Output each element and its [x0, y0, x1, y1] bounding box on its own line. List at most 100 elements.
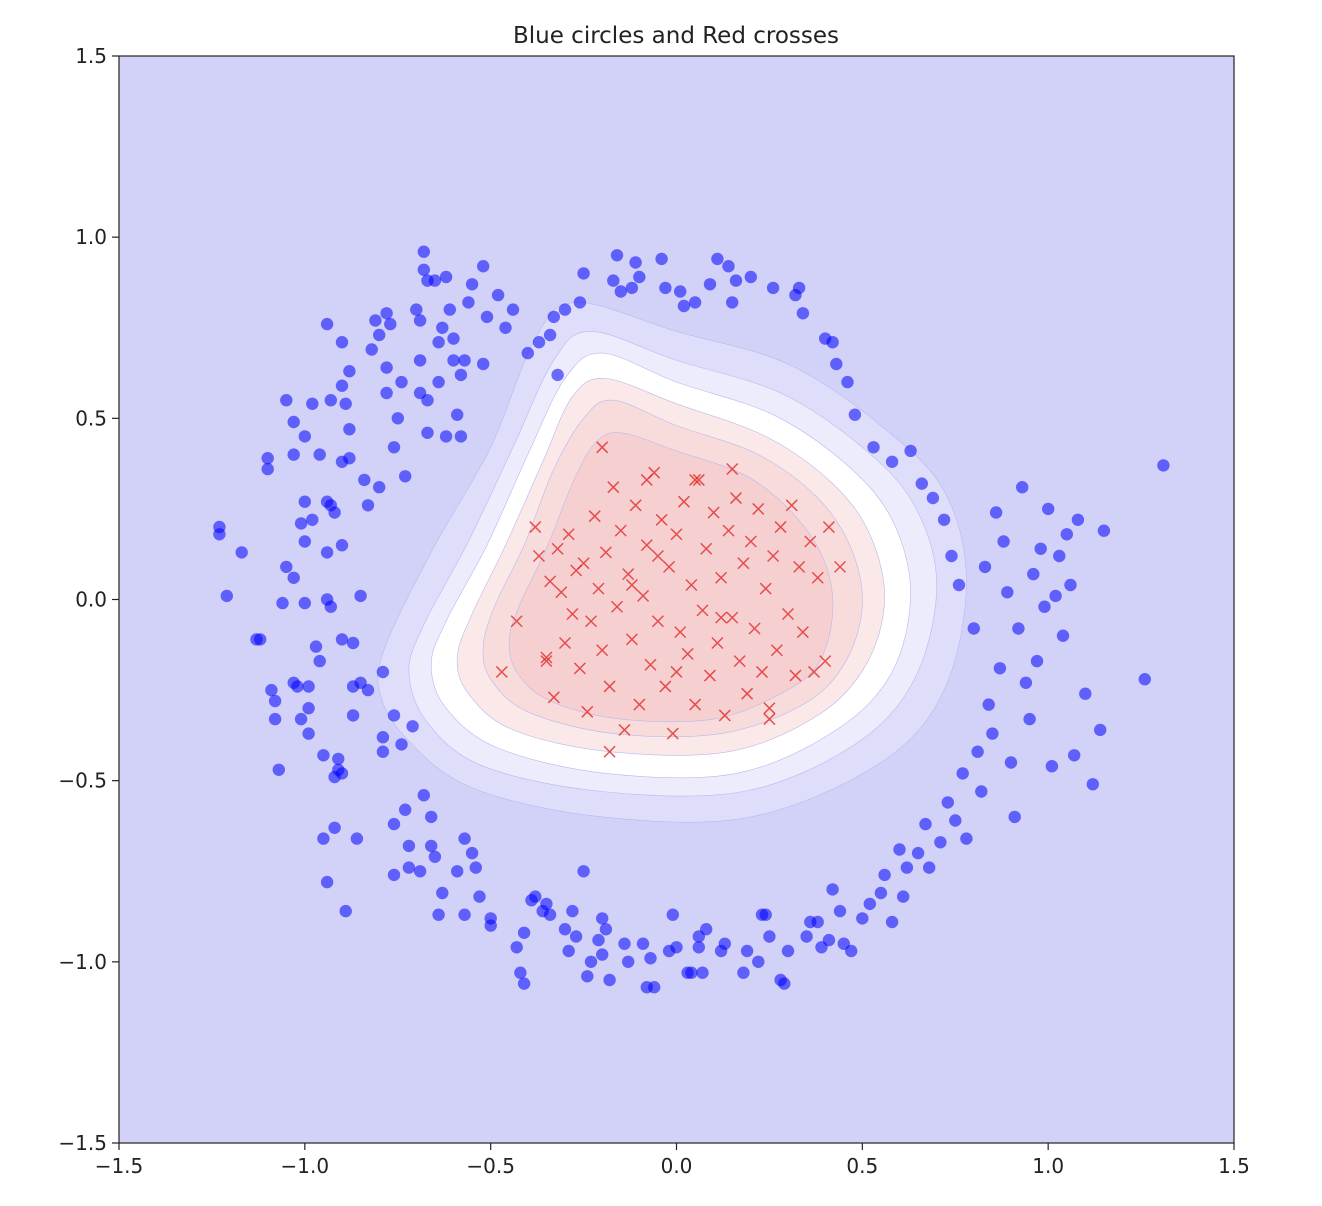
red-cross-point: [603, 680, 616, 693]
contour-red-3: [508, 432, 834, 723]
y-axis: −1.5 −1.0 −0.5 0.0 0.5 1.0 1.5: [58, 44, 119, 1155]
blue-circle-point: [387, 817, 401, 831]
red-cross-point: [733, 655, 746, 668]
blue-circle-point: [1064, 578, 1077, 592]
blue-circle-point: [826, 883, 839, 896]
blue-circle-point: [648, 981, 661, 994]
blue-circle-point: [220, 589, 233, 603]
blue-circle-point: [410, 303, 423, 316]
red-cross-point: [655, 513, 668, 526]
blue-circle-point: [298, 535, 311, 548]
blue-circle-point: [618, 937, 631, 950]
blue-circle-point: [863, 897, 876, 911]
blue-circle-point: [1001, 586, 1014, 599]
blue-circle-point: [547, 310, 560, 324]
blue-circle-point: [941, 796, 954, 809]
blue-circle-point: [603, 973, 616, 987]
red-cross-point: [834, 560, 847, 573]
red-cross-point: [555, 586, 568, 599]
blue-circle-point: [287, 448, 300, 461]
blue-circle-point: [718, 937, 731, 950]
blue-circle-point: [380, 361, 393, 374]
blue-circle-point: [949, 814, 962, 827]
red-cross-point: [741, 687, 754, 700]
blue-circle-point: [792, 281, 806, 295]
blue-circle-point: [335, 767, 349, 780]
blue-circle-point: [506, 303, 520, 316]
blue-circle-point: [499, 321, 512, 334]
blue-circle-point: [343, 452, 356, 465]
blue-circle-point: [376, 731, 390, 744]
blue-circle-point: [510, 941, 523, 954]
blue-circle-point: [346, 709, 360, 722]
blue-circle-point: [417, 245, 430, 258]
red-cross-point: [558, 636, 572, 650]
blue-circle-point: [298, 596, 311, 610]
blue-circles-series: [213, 245, 1170, 994]
red-cross-point: [722, 524, 735, 537]
blue-circle-point: [826, 336, 839, 349]
blue-circle-point: [666, 908, 679, 921]
red-cross-point: [547, 691, 560, 704]
blue-circle-point: [439, 430, 453, 443]
blue-circle-point: [391, 412, 404, 425]
x-tick-label: −1.0: [281, 1154, 330, 1178]
red-cross-point: [584, 615, 598, 628]
blue-circle-point: [1049, 589, 1062, 603]
blue-circle-point: [1157, 459, 1170, 472]
blue-circle-point: [1034, 542, 1047, 555]
blue-circle-point: [740, 944, 754, 958]
red-cross-point: [625, 578, 638, 592]
blue-circle-point: [655, 252, 668, 266]
blue-circle-point: [280, 560, 293, 574]
red-cross-point: [544, 575, 557, 588]
red-cross-point: [640, 473, 653, 486]
red-cross-point: [640, 539, 653, 552]
blue-circle-point: [900, 861, 914, 874]
red-cross-point: [540, 651, 553, 664]
red-cross-point: [715, 571, 728, 584]
x-tick-label: 1.0: [1032, 1154, 1064, 1178]
red-cross-point: [763, 713, 776, 726]
blue-circle-point: [573, 296, 587, 309]
blue-circle-point: [967, 622, 980, 635]
blue-circle-point: [945, 549, 958, 563]
blue-circle-point: [477, 357, 490, 371]
blue-circle-point: [744, 270, 757, 284]
red-cross-point: [793, 560, 806, 573]
red-cross-point: [729, 492, 742, 505]
red-cross-point: [659, 680, 672, 693]
red-cross-point: [581, 705, 594, 718]
blue-circle-point: [298, 495, 311, 508]
blue-circle-point: [395, 375, 408, 389]
blue-circle-point: [421, 426, 434, 439]
blue-circle-point: [551, 368, 564, 382]
blue-circle-point: [878, 868, 891, 882]
blue-circle-point: [302, 727, 315, 740]
red-cross-point: [633, 698, 646, 711]
red-cross-point: [763, 702, 776, 715]
red-cross-point: [677, 495, 690, 508]
blue-circle-point: [458, 832, 471, 845]
blue-circle-point: [517, 926, 531, 939]
blue-circle-point: [432, 375, 445, 389]
blue-circle-point: [885, 915, 899, 929]
blue-circle-point: [436, 886, 449, 900]
blue-circle-point: [543, 908, 557, 921]
red-cross-point: [781, 607, 795, 621]
blue-circle-point: [454, 368, 468, 382]
red-cross-point: [566, 607, 579, 621]
blue-circle-point: [610, 249, 624, 262]
blue-circle-point: [845, 944, 858, 958]
blue-circle-point: [811, 915, 824, 929]
red-cross-point: [637, 589, 650, 602]
blue-circle-point: [596, 948, 609, 961]
blue-circle-point: [432, 908, 445, 921]
blue-circle-point: [491, 288, 505, 302]
red-cross-point: [744, 535, 757, 548]
blue-circle-point: [729, 274, 743, 287]
blue-circle-point: [465, 846, 479, 860]
blue-circle-point: [592, 933, 605, 947]
blue-circle-point: [320, 317, 334, 331]
blue-circle-point: [332, 752, 345, 766]
